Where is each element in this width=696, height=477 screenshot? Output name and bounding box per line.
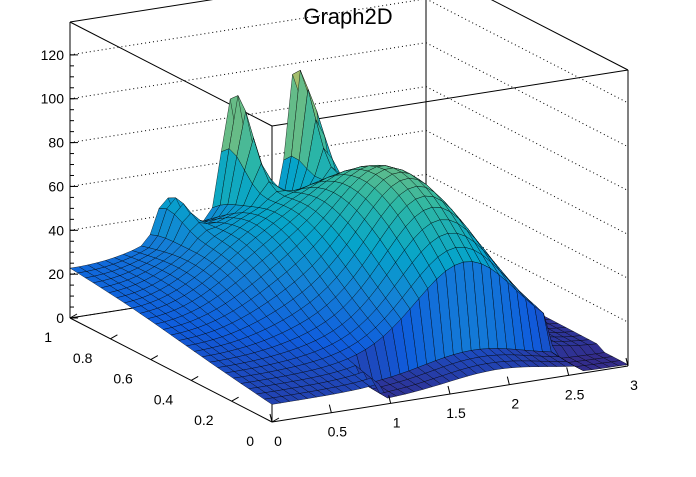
gridline bbox=[69, 42, 427, 100]
y-tick-label: 1 bbox=[44, 329, 52, 345]
x-tick-label: 2 bbox=[511, 396, 519, 412]
z-tick-label: 80 bbox=[48, 135, 64, 151]
gridline bbox=[425, 86, 629, 192]
x-tick-label: 0 bbox=[274, 433, 282, 449]
z-tick-label: 60 bbox=[48, 178, 64, 194]
y-tick bbox=[150, 355, 159, 361]
x-tick-label: 3 bbox=[630, 377, 638, 393]
surface bbox=[69, 69, 629, 405]
x-tick-label: 0.5 bbox=[328, 424, 348, 440]
y-tick bbox=[190, 375, 199, 381]
x-tick-label: 1 bbox=[393, 414, 401, 430]
y-tick-label: 0.4 bbox=[154, 391, 174, 407]
x-tick bbox=[506, 376, 510, 385]
x-tick bbox=[388, 395, 392, 404]
axes: 02040608010012000.20.40.60.8100.511.522.… bbox=[41, 22, 638, 449]
chart-title: Graph2D bbox=[303, 4, 393, 29]
box-edge bbox=[490, 0, 629, 71]
y-tick-label: 0.8 bbox=[73, 350, 93, 366]
z-tick-label: 20 bbox=[48, 266, 64, 282]
x-tick bbox=[625, 357, 629, 367]
gridline bbox=[69, 0, 423, 56]
x-tick bbox=[328, 404, 332, 413]
x-tick bbox=[447, 385, 451, 395]
y-tick-label: 0.2 bbox=[194, 412, 214, 428]
z-tick-label: 100 bbox=[41, 91, 65, 107]
z-tick-label: 0 bbox=[56, 310, 64, 326]
x-tick-label: 2.5 bbox=[565, 386, 585, 402]
gridline bbox=[69, 86, 427, 144]
y-tick bbox=[69, 313, 78, 319]
y-tick bbox=[231, 396, 239, 402]
y-tick-label: 0 bbox=[246, 433, 254, 449]
box-edge bbox=[69, 0, 214, 23]
gridline bbox=[425, 42, 629, 148]
box-edge bbox=[69, 317, 273, 423]
y-tick bbox=[271, 417, 280, 423]
y-tick-label: 0.6 bbox=[113, 371, 133, 387]
surface-cell bbox=[610, 360, 629, 367]
x-tick bbox=[269, 413, 273, 423]
box-edge bbox=[271, 69, 629, 127]
z-tick-label: 120 bbox=[41, 47, 65, 63]
z-tick-label: 40 bbox=[48, 222, 64, 238]
y-tick bbox=[110, 334, 118, 340]
x-tick bbox=[566, 367, 570, 376]
x-tick-label: 1.5 bbox=[446, 405, 466, 421]
